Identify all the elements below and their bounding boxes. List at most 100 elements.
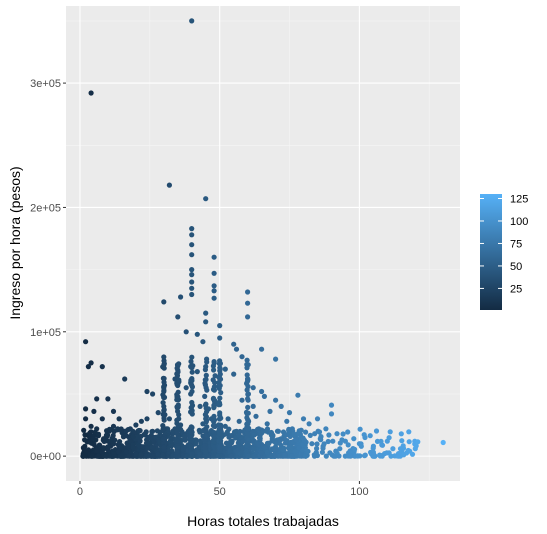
data-points (80, 18, 446, 459)
data-point (284, 432, 290, 438)
data-point (175, 453, 181, 459)
data-point (296, 445, 302, 451)
data-point (202, 437, 208, 443)
data-point (181, 433, 187, 439)
data-point (397, 446, 404, 452)
data-point (291, 432, 297, 438)
data-point (245, 417, 251, 423)
x-axis-title: Horas totales trabajadas (187, 513, 339, 529)
data-point (200, 339, 206, 345)
data-point (155, 451, 161, 457)
data-point (175, 389, 181, 395)
data-point (231, 371, 237, 377)
data-point (314, 441, 320, 447)
data-point (440, 439, 446, 446)
data-point (245, 391, 251, 397)
data-point (267, 408, 273, 414)
data-point (130, 445, 136, 451)
data-point (194, 331, 200, 337)
data-point (89, 453, 95, 459)
data-point (309, 441, 315, 447)
data-point (211, 283, 217, 289)
data-point (337, 446, 343, 452)
data-point (373, 428, 380, 434)
data-point (286, 410, 293, 416)
data-point (102, 435, 108, 442)
data-point (189, 285, 195, 291)
data-point (232, 429, 238, 435)
data-point (216, 402, 222, 408)
data-point (106, 443, 112, 449)
data-point (289, 453, 295, 459)
data-point (323, 426, 329, 432)
data-point (326, 432, 332, 438)
legend-tick-label: 50 (510, 261, 522, 273)
data-point (274, 428, 281, 434)
legend-colorbar (480, 194, 502, 310)
data-point (244, 357, 250, 363)
data-point (161, 384, 167, 390)
data-point (302, 453, 309, 459)
data-point (395, 453, 401, 459)
data-point (316, 429, 323, 435)
data-point (211, 384, 217, 390)
data-point (256, 441, 262, 447)
data-point (211, 405, 217, 411)
data-point (126, 453, 132, 459)
data-point (216, 416, 223, 422)
data-point (244, 361, 250, 368)
data-point (101, 445, 107, 451)
data-point (180, 446, 186, 452)
data-point (160, 364, 166, 370)
data-point (263, 428, 269, 434)
data-point (269, 430, 275, 436)
data-point (295, 392, 301, 398)
data-point (233, 346, 240, 352)
data-point (211, 270, 217, 276)
data-point (301, 437, 308, 443)
data-point (88, 90, 94, 96)
data-point (278, 403, 284, 409)
data-point (217, 360, 223, 367)
data-point (188, 364, 194, 370)
y-tick-label: 3e+05 (30, 78, 61, 90)
data-point (189, 267, 195, 273)
data-point (204, 409, 210, 415)
data-point (239, 397, 245, 403)
data-point (189, 242, 195, 248)
data-point (264, 421, 270, 427)
data-point (188, 358, 194, 365)
data-point (188, 409, 194, 415)
data-point (166, 416, 172, 422)
data-point (189, 369, 195, 375)
data-point (160, 452, 166, 458)
data-point (415, 439, 421, 445)
data-point (99, 364, 105, 370)
data-point (250, 403, 256, 409)
data-point (211, 295, 217, 301)
data-point (211, 413, 217, 419)
data-point (399, 438, 405, 444)
data-point (314, 416, 321, 422)
data-point (337, 440, 343, 446)
data-point (212, 373, 218, 379)
data-point (189, 354, 195, 360)
data-point (236, 418, 242, 424)
data-point (274, 440, 280, 446)
x-tick-label: 0 (77, 486, 83, 498)
data-point (202, 380, 208, 386)
legend-tick-label: 25 (510, 283, 522, 295)
data-point (298, 427, 304, 433)
data-point (116, 416, 122, 422)
data-point (104, 428, 110, 434)
data-point (160, 426, 166, 432)
data-point (184, 453, 190, 459)
data-point (118, 445, 124, 451)
data-point (303, 429, 309, 435)
data-point (135, 434, 141, 440)
data-point (175, 402, 181, 408)
data-point (82, 432, 88, 438)
data-point (228, 453, 234, 459)
data-point (233, 435, 239, 441)
data-point (174, 394, 180, 400)
